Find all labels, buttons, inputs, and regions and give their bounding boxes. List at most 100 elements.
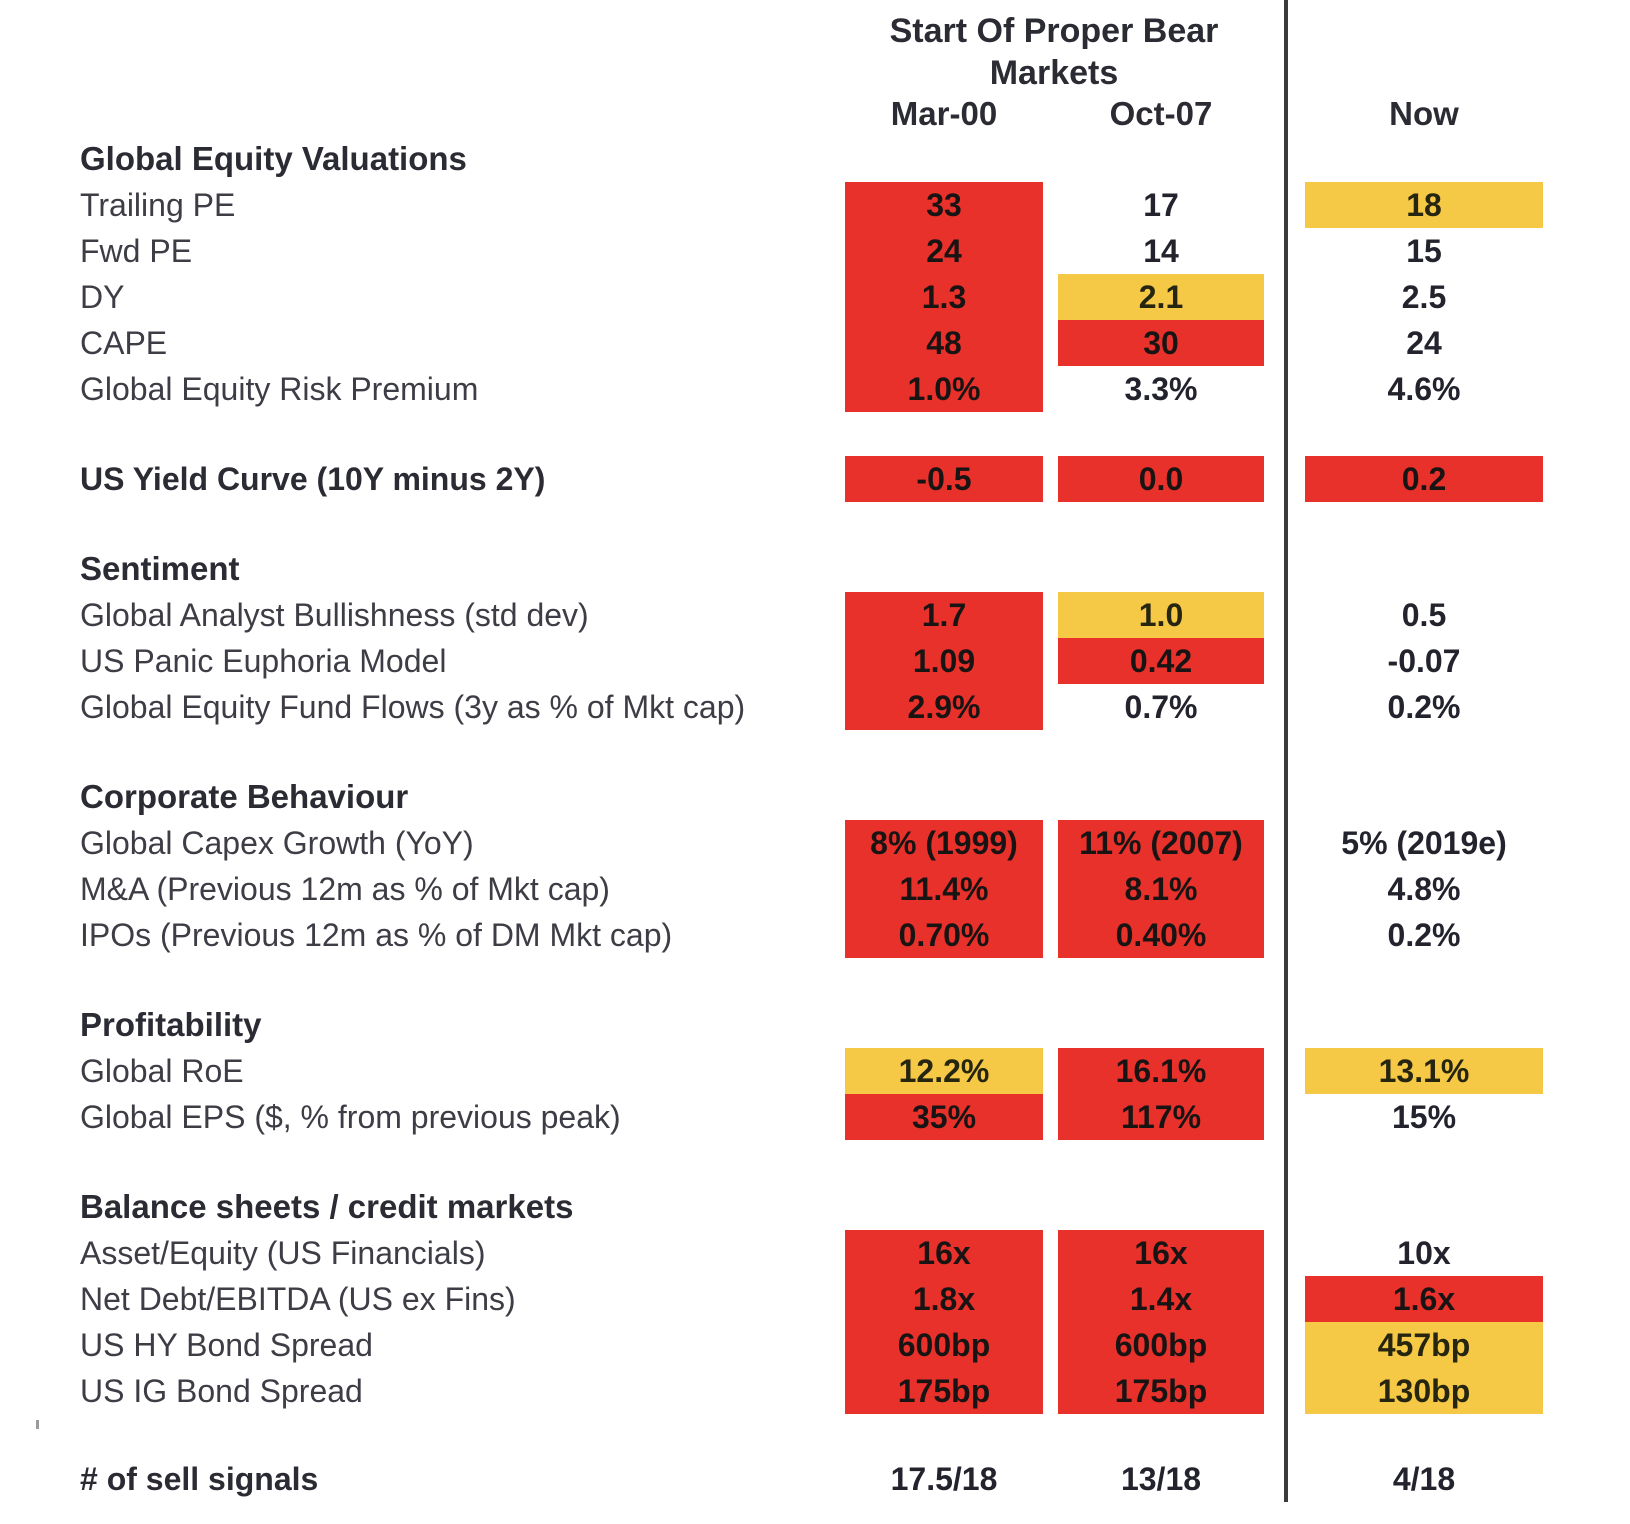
row-label: Global Equity Fund Flows (3y as % of Mkt… (80, 689, 746, 725)
cell-oct07: 17 (1143, 187, 1179, 223)
table-row: Global Equity Fund Flows (3y as % of Mkt… (0, 684, 1630, 730)
cell-mar00: 24 (845, 228, 1043, 274)
cell-now: 0.5 (1401, 597, 1447, 633)
section-gap (0, 1414, 1630, 1456)
column-header-now: Now (1389, 95, 1459, 132)
cell-mar00: 11.4% (845, 866, 1043, 912)
cell-oct07: 0.0 (1058, 456, 1264, 502)
cell-oct07: 1.4x (1058, 1276, 1264, 1322)
row-label: Global Capex Growth (YoY) (80, 825, 474, 861)
table-row: Global Capex Growth (YoY) 8% (1999) 11% … (0, 820, 1630, 866)
cell-oct07: 2.1 (1058, 274, 1264, 320)
cell-mar00: 33 (845, 182, 1043, 228)
cell-oct07: 3.3% (1124, 371, 1198, 407)
row-label: CAPE (80, 325, 168, 361)
now-column-divider (1284, 0, 1288, 1502)
cell-now: 4.8% (1387, 871, 1461, 907)
cell-mar00: 48 (845, 320, 1043, 366)
table-row: Net Debt/EBITDA (US ex Fins) 1.8x 1.4x 1… (0, 1276, 1630, 1322)
table-row-sell-signals: # of sell signals 17.5/18 13/18 4/18 (0, 1456, 1630, 1502)
row-label: US IG Bond Spread (80, 1373, 363, 1409)
cell-oct07: 1.0 (1058, 592, 1264, 638)
cell-mar00: 1.8x (845, 1276, 1043, 1322)
cell-now: 10x (1397, 1235, 1451, 1271)
row-label: M&A (Previous 12m as % of Mkt cap) (80, 871, 610, 907)
table-header-title: Start Of Proper Bear Markets (844, 10, 1264, 94)
table-body: Global Equity Valuations Trailing PE 33 … (0, 136, 1630, 1502)
cell-now: 24 (1406, 325, 1442, 361)
cell-oct07: 600bp (1058, 1322, 1264, 1368)
cell-oct07: 16x (1058, 1230, 1264, 1276)
section-gap (0, 502, 1630, 546)
cell-now: 13.1% (1305, 1048, 1543, 1094)
cell-now: 457bp (1305, 1322, 1543, 1368)
cell-oct07: 175bp (1058, 1368, 1264, 1414)
table-row: Global Equity Risk Premium 1.0% 3.3% 4.6… (0, 366, 1630, 412)
section-title-balance-sheets: Balance sheets / credit markets (80, 1188, 574, 1225)
cell-oct07: 0.42 (1058, 638, 1264, 684)
cell-oct07: 117% (1058, 1094, 1264, 1140)
column-header-mar00: Mar-00 (890, 95, 998, 132)
row-label: Global Analyst Bullishness (std dev) (80, 597, 589, 633)
cell-now: 15 (1406, 233, 1442, 269)
row-label: Fwd PE (80, 233, 193, 269)
section-gap (0, 412, 1630, 456)
table-row: US IG Bond Spread 175bp 175bp 130bp (0, 1368, 1630, 1414)
cell-oct07: 30 (1058, 320, 1264, 366)
row-label: Global RoE (80, 1053, 244, 1089)
table-row: Fwd PE 24 14 15 (0, 228, 1630, 274)
table-row: US Panic Euphoria Model 1.09 0.42 -0.07 (0, 638, 1630, 684)
row-label: Global Equity Risk Premium (80, 371, 479, 407)
table-row-yield-curve: US Yield Curve (10Y minus 2Y) -0.5 0.0 0… (0, 456, 1630, 502)
column-header-oct07: Oct-07 (1109, 95, 1213, 132)
stray-mark (36, 1420, 39, 1429)
cell-mar00: 1.7 (845, 592, 1043, 638)
cell-mar00: 8% (1999) (845, 820, 1043, 866)
cell-mar00: 600bp (845, 1322, 1043, 1368)
row-label: IPOs (Previous 12m as % of DM Mkt cap) (80, 917, 673, 953)
cell-now: 4.6% (1387, 371, 1461, 407)
cell-oct07: 0.40% (1058, 912, 1264, 958)
row-label: Trailing PE (80, 187, 236, 223)
cell-mar00: 1.3 (845, 274, 1043, 320)
cell-mar00: 2.9% (845, 684, 1043, 730)
section-title-corporate-behaviour: Corporate Behaviour (80, 778, 409, 815)
table-row: Global RoE 12.2% 16.1% 13.1% (0, 1048, 1630, 1094)
cell-mar00: 16x (845, 1230, 1043, 1276)
cell-mar00: 12.2% (845, 1048, 1043, 1094)
cell-oct07: 11% (2007) (1058, 820, 1264, 866)
section-title-global-equity-valuations: Global Equity Valuations (80, 140, 467, 177)
table-row: Global Analyst Bullishness (std dev) 1.7… (0, 592, 1630, 638)
cell-now: 2.5 (1401, 279, 1447, 315)
table-row: DY 1.3 2.1 2.5 (0, 274, 1630, 320)
table-row: M&A (Previous 12m as % of Mkt cap) 11.4%… (0, 866, 1630, 912)
table-row: CAPE 48 30 24 (0, 320, 1630, 366)
cell-now: 0.2 (1305, 456, 1543, 502)
section-title-sentiment: Sentiment (80, 550, 240, 587)
cell-mar00: 1.09 (845, 638, 1043, 684)
cell-mar00: -0.5 (845, 456, 1043, 502)
cell-now: 0.2% (1387, 689, 1461, 725)
row-label: Net Debt/EBITDA (US ex Fins) (80, 1281, 516, 1317)
table-row: US HY Bond Spread 600bp 600bp 457bp (0, 1322, 1630, 1368)
cell-oct07: 14 (1143, 233, 1179, 269)
cell-now: 5% (2019e) (1341, 825, 1507, 861)
section-gap (0, 730, 1630, 774)
cell-now: 4/18 (1392, 1461, 1456, 1497)
cell-now: 130bp (1305, 1368, 1543, 1414)
row-label: US HY Bond Spread (80, 1327, 373, 1363)
row-label: US Panic Euphoria Model (80, 643, 447, 679)
cell-now: 1.6x (1305, 1276, 1543, 1322)
cell-now: -0.07 (1387, 643, 1461, 679)
cell-mar00: 0.70% (845, 912, 1043, 958)
table-row: Trailing PE 33 17 18 (0, 182, 1630, 228)
row-label: Asset/Equity (US Financials) (80, 1235, 486, 1271)
table-row: IPOs (Previous 12m as % of DM Mkt cap) 0… (0, 912, 1630, 958)
cell-mar00: 1.0% (845, 366, 1043, 412)
table-row: Asset/Equity (US Financials) 16x 16x 10x (0, 1230, 1630, 1276)
header-title-line1: Start Of Proper Bear (889, 12, 1219, 50)
header-title-line2: Markets (989, 54, 1119, 92)
cell-now: 0.2% (1387, 917, 1461, 953)
section-title-profitability: Profitability (80, 1006, 262, 1043)
